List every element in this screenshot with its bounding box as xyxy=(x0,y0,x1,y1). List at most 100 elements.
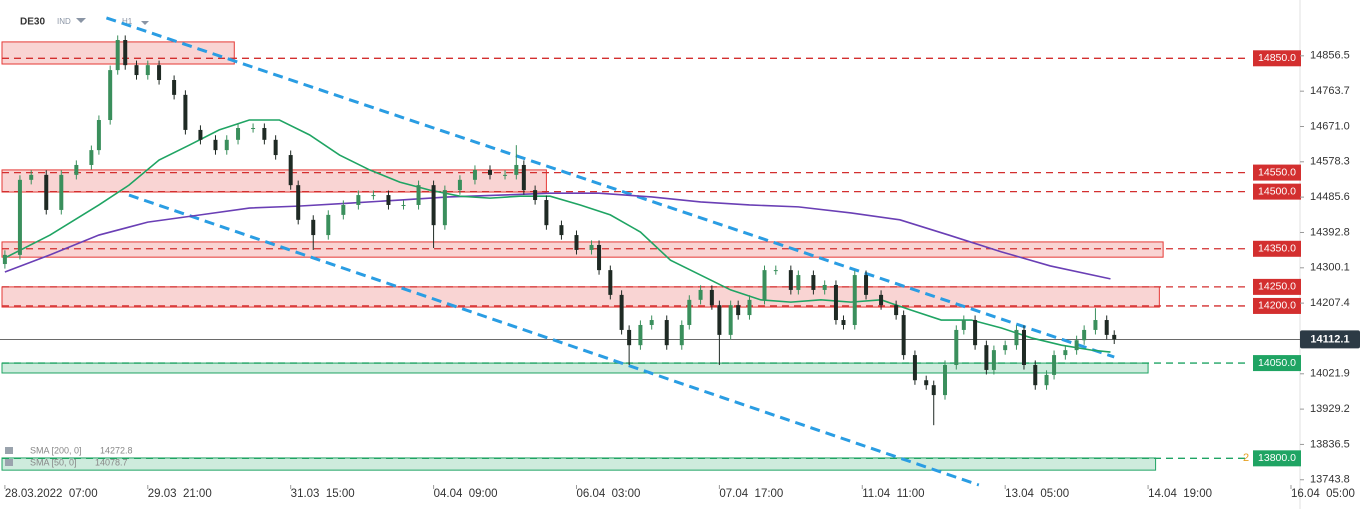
trendline xyxy=(105,16,1115,359)
candle-body xyxy=(574,235,579,250)
candle-body xyxy=(931,385,936,396)
candle-body xyxy=(597,244,602,271)
x-tick-label: 13.04 05:00 xyxy=(1005,488,1069,500)
y-tick-label: 14671.0 xyxy=(1310,120,1350,132)
x-tick-label: 16.04 05:00 xyxy=(1291,488,1355,500)
candle-body xyxy=(472,169,477,180)
candle-body xyxy=(134,65,139,76)
candle-body xyxy=(709,289,714,306)
candle-body xyxy=(619,294,624,330)
dropdown-icon[interactable] xyxy=(141,21,149,25)
candle-body xyxy=(1052,355,1057,375)
candle-body xyxy=(108,70,113,121)
candle-body xyxy=(145,65,150,76)
candle-body xyxy=(89,150,94,165)
candle-body xyxy=(1033,364,1038,386)
candle-body xyxy=(1104,320,1109,335)
candle-body xyxy=(59,174,64,210)
candle-body xyxy=(29,174,34,180)
dropdown-icon[interactable] xyxy=(76,18,86,23)
candle-body xyxy=(172,80,177,95)
candle-body xyxy=(811,275,816,290)
candle-body xyxy=(533,190,538,201)
y-tick-label: 14485.6 xyxy=(1310,191,1350,203)
candle-body xyxy=(251,128,256,130)
candle-body xyxy=(841,320,846,325)
candle-body xyxy=(879,294,884,306)
candle-body xyxy=(698,289,703,300)
candle-body xyxy=(762,270,767,300)
candle-body xyxy=(96,120,101,151)
candle-body xyxy=(788,270,793,290)
candle-body xyxy=(852,275,857,325)
zone xyxy=(1,362,1149,374)
level-label: 14500.0 xyxy=(1258,185,1296,197)
sma-line xyxy=(4,119,1111,353)
candle-body xyxy=(1003,345,1008,351)
level-label-box xyxy=(1253,355,1301,372)
y-tick-label: 14300.1 xyxy=(1310,262,1350,274)
symbol: DE30 xyxy=(20,17,45,28)
candle-body xyxy=(123,40,128,66)
y-tick-label: 13929.2 xyxy=(1310,403,1350,415)
x-tick-label: 11.04 11:00 xyxy=(862,488,924,500)
level-label: 14250.0 xyxy=(1258,281,1296,293)
y-tick-label: 14856.5 xyxy=(1310,50,1350,62)
candle-body xyxy=(728,305,733,335)
candle-body xyxy=(262,128,267,140)
candle-body xyxy=(638,324,643,346)
candle-body xyxy=(416,185,421,205)
candle-body xyxy=(773,270,778,272)
candle-body xyxy=(822,284,827,290)
candle-body xyxy=(796,275,801,290)
candle-body xyxy=(74,164,79,175)
candle-body xyxy=(924,380,929,386)
candle-body xyxy=(1112,334,1117,340)
current-price-label: 14112.1 xyxy=(1310,333,1349,345)
zone xyxy=(1,286,1160,308)
candle-body xyxy=(736,305,741,316)
candle-body xyxy=(589,244,594,250)
candle-body xyxy=(943,364,948,396)
candle-body xyxy=(17,179,22,255)
level-label-box xyxy=(1253,164,1301,181)
level-label-box xyxy=(1253,297,1301,314)
candle-body xyxy=(961,320,966,330)
candle-body xyxy=(1021,329,1026,365)
level-label: 14850.0 xyxy=(1258,52,1296,64)
x-tick-label: 04.04 09:00 xyxy=(434,488,498,500)
candle-body xyxy=(521,164,526,191)
candle-body xyxy=(386,195,391,205)
candle-body xyxy=(649,320,654,325)
candle-body xyxy=(991,350,996,370)
legend-icon xyxy=(5,447,13,454)
candle-body xyxy=(864,275,869,295)
y-tick-label: 14578.3 xyxy=(1310,156,1350,168)
zone xyxy=(1,241,1164,258)
x-tick-label: 06.04 03:00 xyxy=(576,488,640,500)
candle-body xyxy=(627,329,632,346)
candle-body xyxy=(912,355,917,381)
candle-body xyxy=(431,185,436,226)
level-label-box xyxy=(1253,50,1301,67)
candle-body xyxy=(311,219,316,236)
candle-body xyxy=(457,179,462,191)
candle-body xyxy=(894,305,899,316)
x-tick-label: 31.03 15:00 xyxy=(291,488,355,500)
legend-name: SMA [200, 0] xyxy=(30,445,82,455)
candle-body xyxy=(1074,340,1079,351)
candle-body xyxy=(747,299,752,316)
x-tick-label: 14.04 19:00 xyxy=(1148,488,1212,500)
candle-body xyxy=(608,270,613,295)
candle-body xyxy=(1093,320,1098,330)
market: IND xyxy=(57,17,71,26)
timeframe[interactable]: H1 xyxy=(122,17,133,26)
trendline xyxy=(128,193,980,487)
candle-body xyxy=(833,284,838,321)
current-price-box xyxy=(1300,330,1360,349)
y-tick-label: 14392.8 xyxy=(1310,226,1350,238)
x-tick-label: 07.04 17:00 xyxy=(719,488,783,500)
legend-value: 14272.8 xyxy=(100,445,133,455)
candle-body xyxy=(236,128,241,140)
